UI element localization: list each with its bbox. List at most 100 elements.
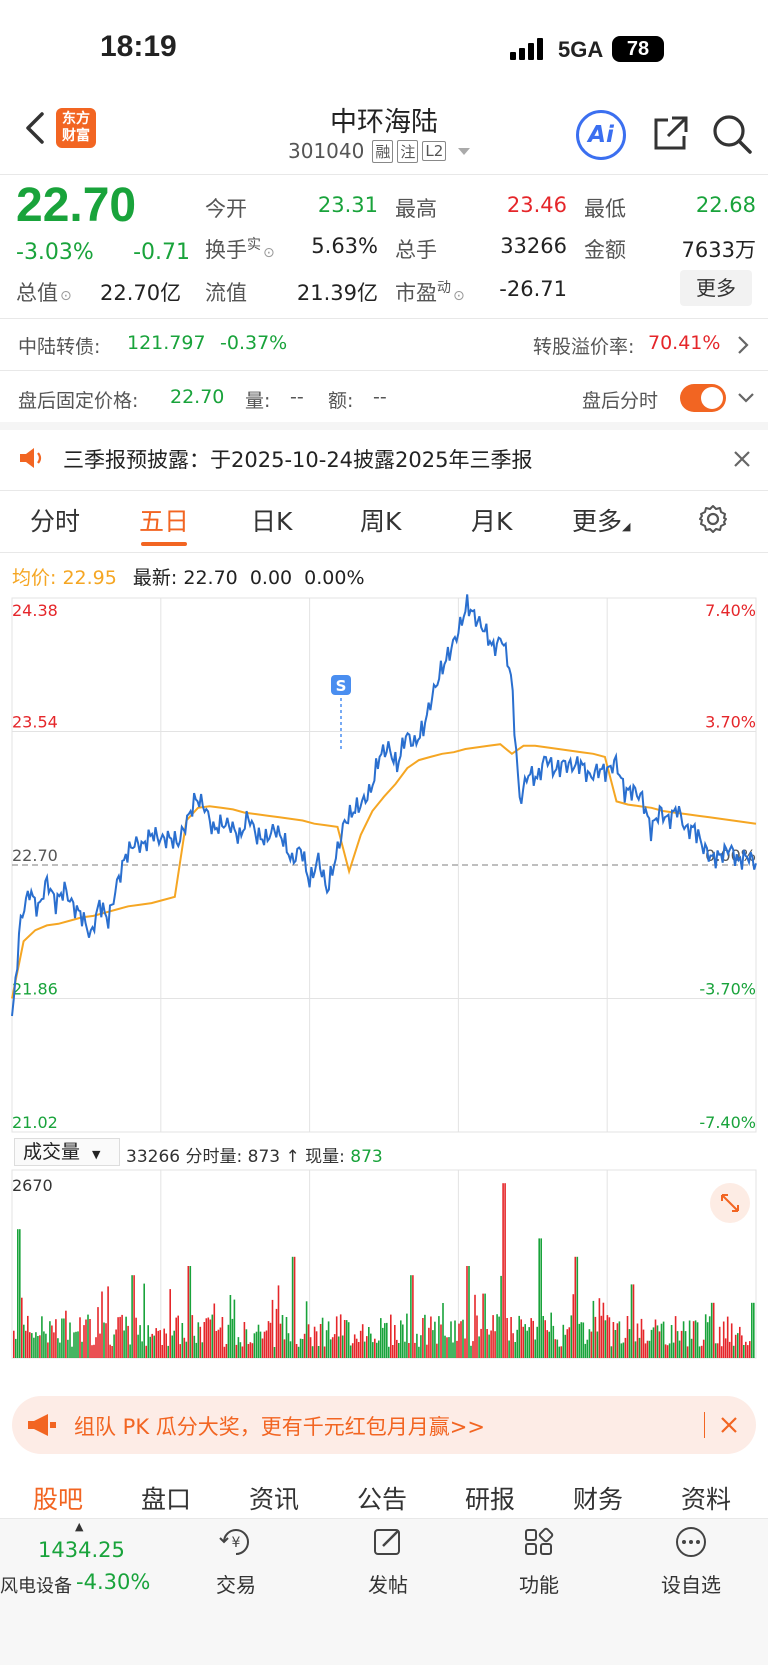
after-hours-toggle[interactable] [680,384,726,412]
tab-yuek[interactable]: 月K [471,507,513,536]
tab-yanbao[interactable]: 研报 [465,1485,516,1514]
volume-bar [372,1342,374,1358]
tab-gonggao[interactable]: 公告 [357,1485,408,1514]
volume-bar [291,1256,294,1358]
volume-bar [386,1322,388,1358]
notice-text[interactable]: 三季报预披露：于2025-10-24披露2025年三季报 [63,448,533,472]
volume-bar [285,1317,288,1358]
volume-bar [359,1330,362,1358]
volume-bar [400,1320,402,1358]
badge-l2: L2 [422,141,447,161]
volume-bar [59,1342,61,1358]
volume-bar [374,1338,376,1358]
back-icon[interactable] [20,110,48,146]
trade-marker[interactable]: S [331,675,351,752]
last-price: 22.70 [16,179,137,232]
indicator-select[interactable]: 成交量 ▼ [14,1138,120,1166]
volume-bar [183,1337,186,1358]
chevron-down-icon[interactable] [736,391,756,405]
nav-add-watchlist[interactable]: 设自选 [631,1525,751,1598]
ai-label: Ai [588,122,614,148]
volume-bar [408,1343,410,1358]
volume-chart[interactable]: 2670 10/13 10/14 10/15 10/16 10/17 [0,1168,768,1368]
volume-bar [283,1339,286,1358]
tab-more[interactable]: 更多◢ [572,502,630,538]
volume-total: 33266 [126,1147,181,1167]
volume-bar [137,1334,139,1358]
xian-label: 现量: [305,1147,345,1167]
volume-bar [57,1338,59,1358]
volume-bar [370,1333,372,1358]
volume-bar [672,1342,675,1358]
field-label-total-value[interactable]: 总值 ⊙ [16,277,72,307]
volume-bar [233,1299,236,1358]
volume-bar [604,1320,607,1358]
volume-bar [392,1345,394,1358]
search-icon[interactable] [710,112,754,156]
settings-icon[interactable] [697,503,729,535]
volume-bar [189,1266,192,1358]
field-value-low: 22.68 [695,193,756,217]
nav-function[interactable]: 功能 [479,1525,599,1598]
tab-pankou[interactable]: 盘口 [141,1485,192,1514]
stock-code-row[interactable]: 301040 融 注 L2 [288,138,471,164]
close-icon[interactable] [732,449,752,469]
y-tick-left: 21.86 [12,980,58,999]
volume-bar [743,1345,745,1358]
eastmoney-logo: 东方 财富 [56,108,96,148]
convertible-row[interactable]: 中陆转债: 121.797 -0.37% 转股溢价率: 70.41% [0,319,768,369]
volume-bar [19,1229,21,1358]
expand-icon[interactable] [710,1183,750,1223]
tab-fenshi[interactable]: 分时 [30,507,81,536]
battery-level: 78 [626,38,650,60]
tab-zixun[interactable]: 资讯 [249,1485,300,1514]
volume-bar [452,1342,454,1358]
volume-bar [420,1335,422,1358]
volume-bar [542,1316,544,1358]
index-widget[interactable]: ▲ 1434.25 风电设备 -4.30% [0,1520,170,1600]
volume-bar [556,1339,559,1358]
tab-ziliao[interactable]: 资料 [681,1485,732,1514]
volume-bar [21,1297,23,1358]
volume-bar [580,1322,583,1358]
more-button[interactable]: 更多 [680,270,752,306]
tab-guba[interactable]: 股吧 [33,1485,84,1514]
volume-bar [101,1291,103,1358]
tab-rik[interactable]: 日K [251,507,293,536]
indicator-label: 成交量 [23,1141,81,1163]
more-circle-icon [676,1527,706,1557]
volume-bar [131,1275,133,1358]
nav-post[interactable]: 发帖 [328,1525,448,1598]
premium-label: 转股溢价率: [533,336,635,358]
volume-bar [749,1341,751,1358]
tab-caiwu[interactable]: 财务 [573,1485,624,1514]
promo-banner[interactable]: 组队 PK 瓜分大奖，更有千元红包月月赢>> [12,1396,756,1454]
tab-zhouk[interactable]: 周K [360,507,402,536]
volume-bar [638,1337,641,1358]
stock-code: 301040 [288,139,365,163]
volume-bar [516,1329,518,1358]
volume-bar [608,1317,611,1358]
close-icon[interactable] [720,1416,738,1434]
tab-wuri[interactable]: 五日 [139,502,189,546]
volume-bar [494,1331,496,1358]
field-label-pe[interactable]: 市盈动 ⊙ [395,277,465,307]
nav-trade[interactable]: ¥ 交易 [176,1525,296,1598]
volume-bar [29,1332,31,1358]
after-hours-label: 盘后固定价格: [18,390,139,412]
volume-bar [39,1335,41,1358]
ai-button[interactable]: Ai [576,110,626,160]
volume-bar [109,1344,111,1358]
volume-bar [732,1345,735,1358]
volume-bar [568,1327,571,1358]
price-chart[interactable]: 24.38 7.40%23.54 3.70%22.70 0.00%21.86 -3.70… [0,590,768,1140]
share-icon[interactable] [650,114,690,154]
volume-bar [674,1316,677,1358]
volume-bar [376,1342,378,1358]
volume-bar [366,1336,368,1358]
field-label-turnover[interactable]: 换手实 ⊙ [205,234,275,264]
volume-bar [564,1334,567,1358]
volume-bar [43,1331,45,1358]
avg-label: 均价: [12,567,57,589]
volume-bar [552,1325,555,1358]
